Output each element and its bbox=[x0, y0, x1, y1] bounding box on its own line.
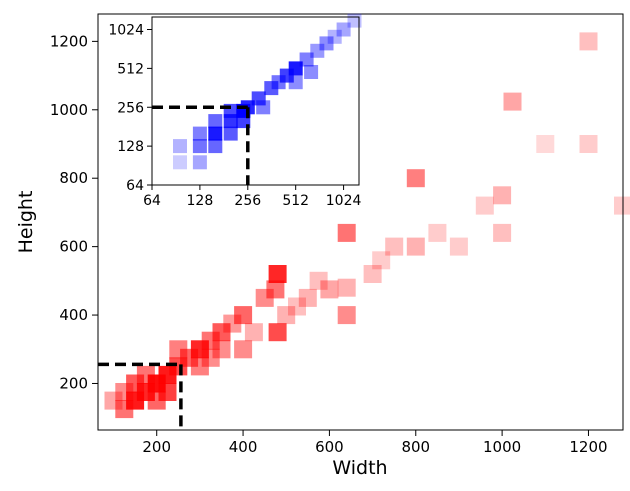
y-tick-label: 1200 bbox=[50, 32, 88, 50]
inset-x-tick-label: 1024 bbox=[326, 193, 362, 209]
inset-x-tick-label: 512 bbox=[282, 193, 309, 209]
main-heatmap-cell bbox=[450, 238, 468, 256]
y-tick-label: 1000 bbox=[50, 101, 88, 119]
inset-heatmap-cell bbox=[193, 139, 207, 153]
y-axis-title: Height bbox=[15, 191, 37, 254]
x-axis-title: Width bbox=[332, 457, 387, 479]
y-tick-label: 600 bbox=[59, 238, 88, 256]
main-heatmap-cell bbox=[493, 224, 511, 242]
main-heatmap-cell bbox=[269, 323, 287, 341]
main-heatmap-cell bbox=[234, 306, 252, 324]
main-heatmap-cell bbox=[580, 135, 598, 153]
inset-x-tick-label: 256 bbox=[234, 193, 261, 209]
x-tick-label: 400 bbox=[229, 438, 258, 456]
inset-heatmap-cell bbox=[224, 127, 238, 141]
main-heatmap-cell bbox=[269, 265, 287, 283]
x-tick-label: 200 bbox=[142, 438, 171, 456]
inset-y-tick-label: 128 bbox=[117, 139, 144, 155]
main-heatmap-cell bbox=[234, 340, 252, 358]
inset-y-tick-label: 64 bbox=[126, 178, 144, 194]
inset-heatmap-cell bbox=[193, 155, 207, 169]
main-heatmap-cell bbox=[299, 289, 317, 307]
main-heatmap-cell bbox=[580, 32, 598, 50]
inset-y-tick-label: 512 bbox=[117, 61, 144, 77]
main-heatmap-cell bbox=[159, 383, 177, 401]
main-heatmap-cell bbox=[320, 280, 338, 298]
main-heatmap-cell bbox=[493, 186, 511, 204]
inset-heatmap-cell bbox=[173, 155, 187, 169]
inset-x-tick-label: 64 bbox=[143, 193, 161, 209]
inset-heatmap-cell bbox=[193, 127, 207, 141]
inset-y-tick-label: 1024 bbox=[108, 23, 144, 39]
main-heatmap-cell bbox=[213, 340, 231, 358]
x-tick-label: 1200 bbox=[569, 438, 607, 456]
inset-heatmap-cell bbox=[256, 100, 270, 114]
main-heatmap-cell bbox=[614, 197, 630, 215]
inset-heatmap-cell bbox=[173, 139, 187, 153]
x-tick-label: 600 bbox=[315, 438, 344, 456]
inset-heatmap-cell bbox=[208, 139, 222, 153]
main-heatmap-cell bbox=[266, 280, 284, 298]
y-tick-label: 400 bbox=[59, 306, 88, 324]
x-tick-label: 800 bbox=[401, 438, 430, 456]
main-heatmap-cell bbox=[407, 169, 425, 187]
main-heatmap-cell bbox=[407, 238, 425, 256]
inset-heatmap-cell bbox=[289, 75, 303, 89]
main-heatmap-cell bbox=[338, 279, 356, 297]
main-heatmap-cell bbox=[338, 224, 356, 242]
inset-heatmap-cell bbox=[208, 114, 222, 128]
inset-heatmap-cell bbox=[208, 127, 222, 141]
main-heatmap-cell bbox=[504, 93, 522, 111]
main-heatmap-cell bbox=[428, 224, 446, 242]
inset-heatmap-cell bbox=[304, 65, 318, 79]
y-tick-label: 800 bbox=[59, 169, 88, 187]
y-tick-label: 200 bbox=[59, 374, 88, 392]
inset-y-tick-label: 256 bbox=[117, 100, 144, 116]
x-tick-label: 1000 bbox=[483, 438, 521, 456]
main-heatmap-cell bbox=[385, 238, 403, 256]
main-heatmap-cell bbox=[536, 135, 554, 153]
inset-x-tick-label: 128 bbox=[187, 193, 214, 209]
main-heatmap-cell bbox=[476, 197, 494, 215]
main-heatmap-cell bbox=[338, 306, 356, 324]
main-heatmap-cell bbox=[245, 323, 263, 341]
